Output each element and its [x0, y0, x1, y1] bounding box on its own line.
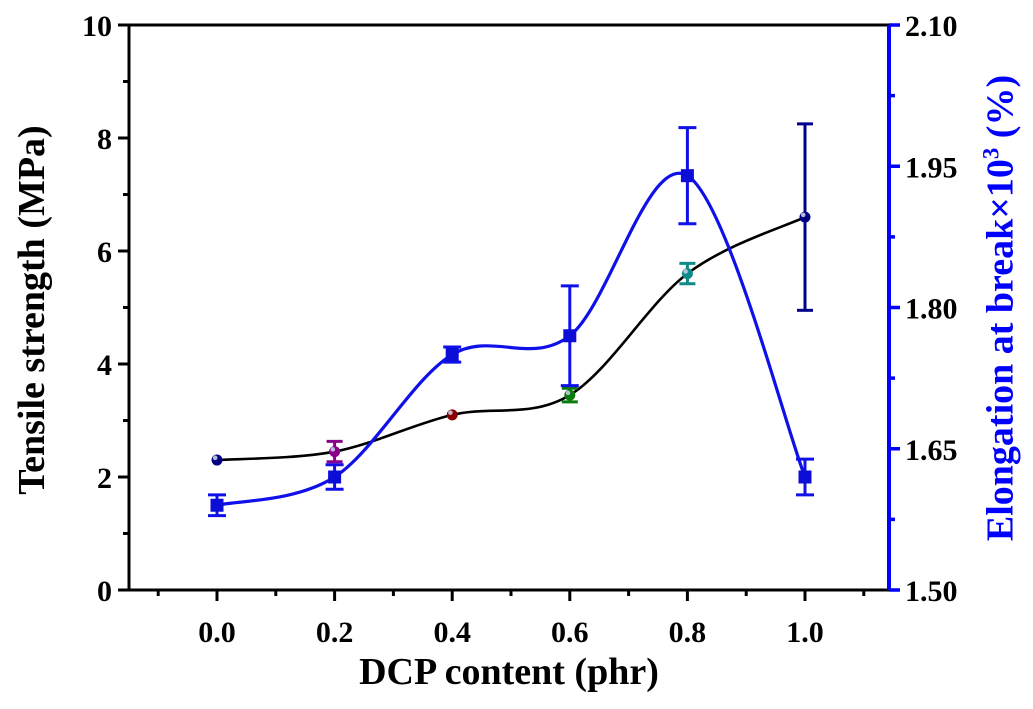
circle-marker	[329, 446, 341, 458]
square-marker	[445, 348, 459, 362]
circle-marker	[681, 268, 693, 280]
right-tick-label: 1.95	[905, 151, 958, 184]
right-axis-ticks: 1.50 1.65 1.80 1.95 2.10	[889, 10, 958, 608]
marker-highlight	[212, 455, 218, 461]
x-axis-ticks: 0.0 0.2 0.4 0.6 0.8 1.0	[156, 590, 866, 649]
x-axis-title: DCP content (phr)	[359, 651, 659, 693]
left-tick-label: 0	[97, 575, 112, 608]
right-tick-label: 1.65	[905, 434, 958, 467]
right-tick-label: 1.50	[905, 575, 958, 608]
square-marker	[328, 470, 342, 484]
marker-highlight	[448, 410, 453, 415]
circle-marker	[799, 211, 811, 223]
marker-highlight	[330, 447, 336, 452]
axes	[127, 23, 891, 592]
left-tick-label: 2	[97, 462, 112, 495]
right-axis-title-superscript: 3	[978, 147, 1004, 160]
left-tick-label: 10	[82, 10, 112, 43]
marker-highlight	[683, 269, 688, 274]
x-tick-label: 0.4	[433, 616, 471, 649]
left-tick-label: 6	[97, 236, 112, 269]
series-line	[216, 215, 806, 462]
right-tick-label: 1.80	[905, 293, 958, 326]
square-marker	[798, 470, 812, 484]
left-tick-label: 8	[97, 123, 112, 156]
right-tick-label: 2.10	[905, 10, 958, 43]
marker-highlight	[800, 212, 806, 218]
x-tick-label: 0.2	[316, 616, 354, 649]
left-tick-label: 4	[97, 349, 112, 382]
marker-highlight	[565, 390, 571, 396]
circle-marker	[564, 389, 576, 401]
left-axis-ticks: 0 2 4 6 8 10	[82, 10, 129, 608]
right-axis-title-base: Elongation at break×10	[979, 159, 1022, 542]
circle-marker	[446, 409, 458, 421]
right-axis-title-unit: (%)	[979, 74, 1022, 148]
x-tick-label: 1.0	[786, 616, 824, 649]
circle-marker	[211, 454, 223, 466]
x-tick-label: 0.0	[198, 616, 236, 649]
x-tick-label: 0.6	[551, 616, 589, 649]
square-marker	[563, 329, 577, 343]
left-axis-title: Tensile strength (MPa)	[11, 125, 53, 495]
tensile-series	[211, 122, 813, 466]
square-marker	[680, 169, 694, 183]
elongation-series	[208, 126, 814, 518]
right-axis-title: Elongation at break×103 (%)	[978, 74, 1022, 542]
square-marker	[210, 498, 224, 512]
x-tick-label: 0.8	[669, 616, 707, 649]
